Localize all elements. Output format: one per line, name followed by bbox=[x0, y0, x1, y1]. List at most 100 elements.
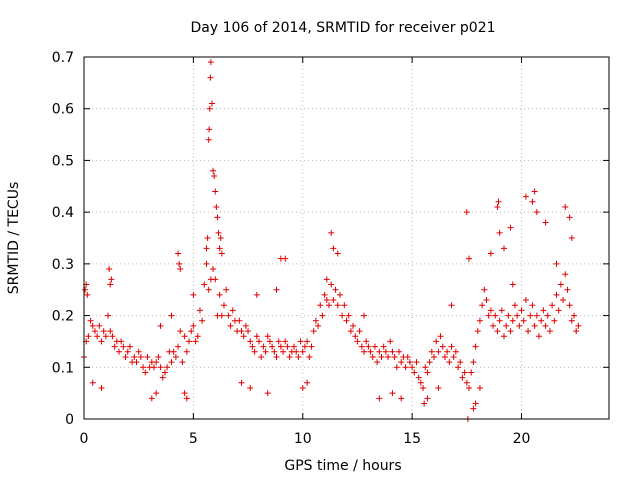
data-point bbox=[194, 333, 201, 340]
data-point bbox=[385, 353, 392, 360]
data-point bbox=[242, 322, 249, 329]
y-tick-label: 0.3 bbox=[52, 257, 74, 273]
data-point bbox=[472, 400, 479, 407]
data-point bbox=[566, 302, 573, 309]
data-point bbox=[501, 245, 507, 252]
data-point bbox=[352, 333, 359, 340]
data-point bbox=[485, 312, 492, 319]
data-point bbox=[409, 364, 416, 371]
data-point bbox=[435, 348, 442, 355]
data-point bbox=[87, 317, 94, 324]
data-point bbox=[216, 291, 223, 298]
data-point bbox=[487, 307, 494, 314]
data-point bbox=[291, 343, 297, 350]
data-point bbox=[196, 307, 203, 314]
data-point bbox=[82, 286, 89, 293]
y-tick-label: 0.7 bbox=[52, 50, 74, 66]
data-point bbox=[367, 348, 374, 355]
data-point bbox=[406, 359, 413, 366]
data-point bbox=[319, 312, 326, 319]
data-point bbox=[411, 369, 418, 376]
data-point bbox=[562, 203, 569, 210]
data-point bbox=[315, 322, 322, 329]
data-point bbox=[371, 343, 378, 350]
data-point bbox=[421, 400, 428, 407]
data-point bbox=[422, 364, 429, 371]
data-point bbox=[137, 353, 144, 360]
data-point bbox=[157, 322, 164, 329]
data-point bbox=[240, 333, 247, 340]
data-point bbox=[468, 369, 475, 376]
data-point bbox=[140, 364, 147, 371]
data-point bbox=[89, 322, 96, 329]
data-points bbox=[81, 59, 582, 422]
data-point bbox=[256, 338, 262, 345]
data-point bbox=[439, 343, 446, 350]
data-point bbox=[492, 312, 499, 319]
data-point bbox=[98, 384, 105, 391]
data-point bbox=[426, 359, 433, 366]
data-point bbox=[398, 395, 405, 402]
data-point bbox=[509, 281, 516, 288]
data-point bbox=[557, 281, 564, 288]
data-point bbox=[310, 328, 317, 335]
data-point bbox=[262, 348, 269, 355]
data-point bbox=[179, 359, 186, 366]
data-point bbox=[505, 312, 512, 319]
data-point bbox=[536, 333, 542, 340]
data-point bbox=[334, 302, 341, 309]
data-point bbox=[343, 317, 350, 324]
data-point bbox=[350, 322, 357, 329]
data-point bbox=[151, 364, 157, 371]
data-point bbox=[190, 291, 197, 298]
data-point bbox=[106, 266, 113, 273]
data-point bbox=[186, 338, 192, 345]
data-point bbox=[176, 260, 183, 267]
data-point bbox=[159, 374, 166, 381]
data-point bbox=[466, 384, 472, 391]
data-point bbox=[452, 348, 459, 355]
data-point bbox=[376, 395, 383, 402]
data-point bbox=[135, 348, 142, 355]
data-point bbox=[208, 100, 215, 107]
data-point bbox=[347, 328, 354, 335]
data-point bbox=[216, 245, 223, 252]
data-point bbox=[507, 224, 514, 231]
data-point bbox=[177, 328, 184, 335]
data-point bbox=[89, 379, 96, 386]
data-point bbox=[503, 322, 510, 329]
data-point bbox=[299, 348, 306, 355]
y-axis-label: SRMTID / TECUs bbox=[6, 182, 22, 295]
data-point bbox=[441, 353, 448, 360]
data-point bbox=[98, 338, 105, 345]
data-point bbox=[323, 276, 330, 283]
y-tick-label: 0.6 bbox=[52, 102, 74, 118]
data-point bbox=[215, 229, 222, 236]
data-point bbox=[481, 286, 488, 293]
data-point bbox=[424, 369, 431, 376]
data-point bbox=[544, 312, 551, 319]
data-point bbox=[470, 405, 477, 412]
plot-frame bbox=[83, 56, 610, 420]
data-point bbox=[330, 245, 337, 252]
y-tick-label: 0.5 bbox=[52, 153, 74, 169]
data-point bbox=[211, 172, 218, 179]
data-point bbox=[369, 353, 376, 360]
data-point bbox=[126, 343, 133, 350]
data-point bbox=[258, 353, 265, 360]
data-point bbox=[514, 312, 521, 319]
data-point bbox=[218, 250, 225, 257]
data-point bbox=[308, 343, 315, 350]
data-point bbox=[404, 353, 411, 360]
data-point bbox=[330, 297, 337, 304]
data-point bbox=[339, 312, 346, 319]
data-point bbox=[297, 338, 304, 345]
data-point bbox=[108, 276, 115, 283]
data-point bbox=[260, 343, 267, 350]
data-point bbox=[183, 395, 190, 402]
data-point bbox=[282, 338, 289, 345]
data-point bbox=[562, 271, 569, 278]
data-point bbox=[172, 353, 179, 360]
data-point bbox=[161, 369, 168, 376]
data-point bbox=[495, 198, 502, 205]
